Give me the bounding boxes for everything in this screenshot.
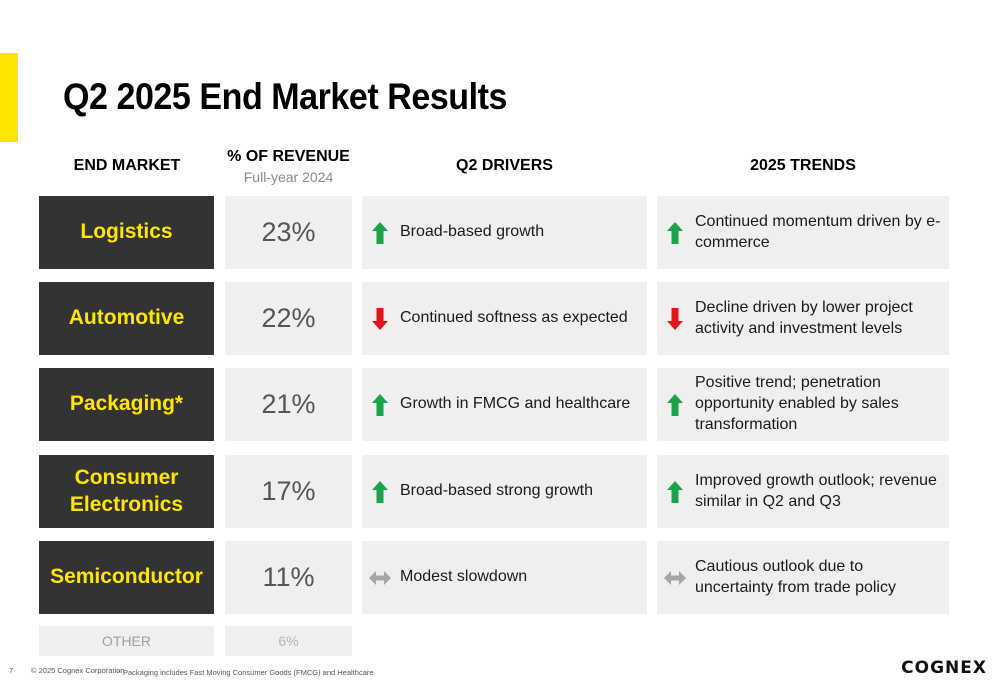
q2-driver-text: Continued softness as expected bbox=[400, 309, 628, 327]
trend-text: Continued momentum driven by e-commerce bbox=[695, 212, 941, 251]
q2-driver-cell: Continued softness as expected bbox=[362, 282, 647, 355]
arrow-up-icon bbox=[667, 393, 683, 416]
accent-bar bbox=[0, 53, 18, 142]
arrow-up-icon bbox=[372, 221, 388, 244]
market-row-other: OTHER 6% bbox=[0, 626, 1000, 656]
header-end-market: END MARKET bbox=[73, 157, 181, 174]
market-row-logistics: Logistics 23% Broad-based growth Continu… bbox=[0, 196, 1000, 269]
trend-cell: Decline driven by lower project activity… bbox=[657, 282, 949, 355]
trend-text: Decline driven by lower project activity… bbox=[695, 298, 913, 337]
q2-driver-text: Modest slowdown bbox=[400, 568, 528, 586]
market-name: Automotive bbox=[39, 282, 214, 355]
revenue-percent: 22% bbox=[225, 282, 352, 355]
q2-driver-cell: Modest slowdown bbox=[362, 541, 647, 614]
arrow-up-icon bbox=[372, 393, 388, 416]
page-number: 7 bbox=[9, 666, 14, 675]
header-q2-drivers: Q2 DRIVERS bbox=[456, 157, 553, 174]
trend-cell: Positive trend; penetration opportunity … bbox=[657, 368, 949, 441]
trend-text: Improved growth outlook; revenue similar… bbox=[695, 471, 937, 510]
other-label: OTHER bbox=[39, 626, 214, 656]
market-row-automotive: Automotive 22% Continued softness as exp… bbox=[0, 282, 1000, 355]
footnote: * Packaging includes Fast Moving Consume… bbox=[118, 668, 374, 677]
arrow-up-icon bbox=[372, 480, 388, 503]
q2-driver-text: Broad-based growth bbox=[400, 223, 545, 241]
market-row-semiconductor: Semiconductor 11% Modest slowdown Cautio… bbox=[0, 541, 1000, 614]
copyright: © 2025 Cognex Corporation bbox=[31, 666, 125, 675]
trend-text: Cautious outlook due to uncertainty from… bbox=[695, 557, 896, 596]
market-name: Consumer Electronics bbox=[39, 455, 214, 528]
q2-driver-cell: Broad-based growth bbox=[362, 196, 647, 269]
cognex-logo: COGNEX bbox=[901, 658, 987, 678]
revenue-percent: 23% bbox=[225, 196, 352, 269]
market-name: Packaging* bbox=[39, 368, 214, 441]
market-name: Semiconductor bbox=[39, 541, 214, 614]
arrow-up-icon bbox=[667, 480, 683, 503]
trend-text: Positive trend; penetration opportunity … bbox=[695, 374, 899, 433]
q2-driver-cell: Broad-based strong growth bbox=[362, 455, 647, 528]
revenue-percent: 21% bbox=[225, 368, 352, 441]
header-percent-revenue-subtitle: Full-year 2024 bbox=[243, 169, 334, 185]
trend-cell: Improved growth outlook; revenue similar… bbox=[657, 455, 949, 528]
market-row-consumer-electronics: Consumer Electronics 17% Broad-based str… bbox=[0, 455, 1000, 528]
trend-cell: Continued momentum driven by e-commerce bbox=[657, 196, 949, 269]
double-arrow-icon bbox=[369, 570, 391, 585]
revenue-percent: 17% bbox=[225, 455, 352, 528]
header-2025-trends: 2025 TRENDS bbox=[750, 157, 856, 174]
arrow-up-icon bbox=[667, 221, 683, 244]
market-name: Logistics bbox=[39, 196, 214, 269]
other-percent: 6% bbox=[225, 626, 352, 656]
page-title: Q2 2025 End Market Results bbox=[63, 76, 508, 117]
market-row-packaging: Packaging* 21% Growth in FMCG and health… bbox=[0, 368, 1000, 441]
trend-cell: Cautious outlook due to uncertainty from… bbox=[657, 541, 949, 614]
header-percent-revenue-label: % OF REVENUE bbox=[227, 148, 350, 165]
arrow-down-icon bbox=[372, 307, 388, 330]
q2-driver-cell: Growth in FMCG and healthcare bbox=[362, 368, 647, 441]
revenue-percent: 11% bbox=[225, 541, 352, 614]
header-percent-revenue: % OF REVENUE Full-year 2024 bbox=[225, 148, 352, 185]
q2-driver-text: Growth in FMCG and healthcare bbox=[400, 395, 631, 413]
double-arrow-icon bbox=[664, 570, 686, 585]
arrow-down-icon bbox=[667, 307, 683, 330]
q2-driver-text: Broad-based strong growth bbox=[400, 482, 593, 500]
